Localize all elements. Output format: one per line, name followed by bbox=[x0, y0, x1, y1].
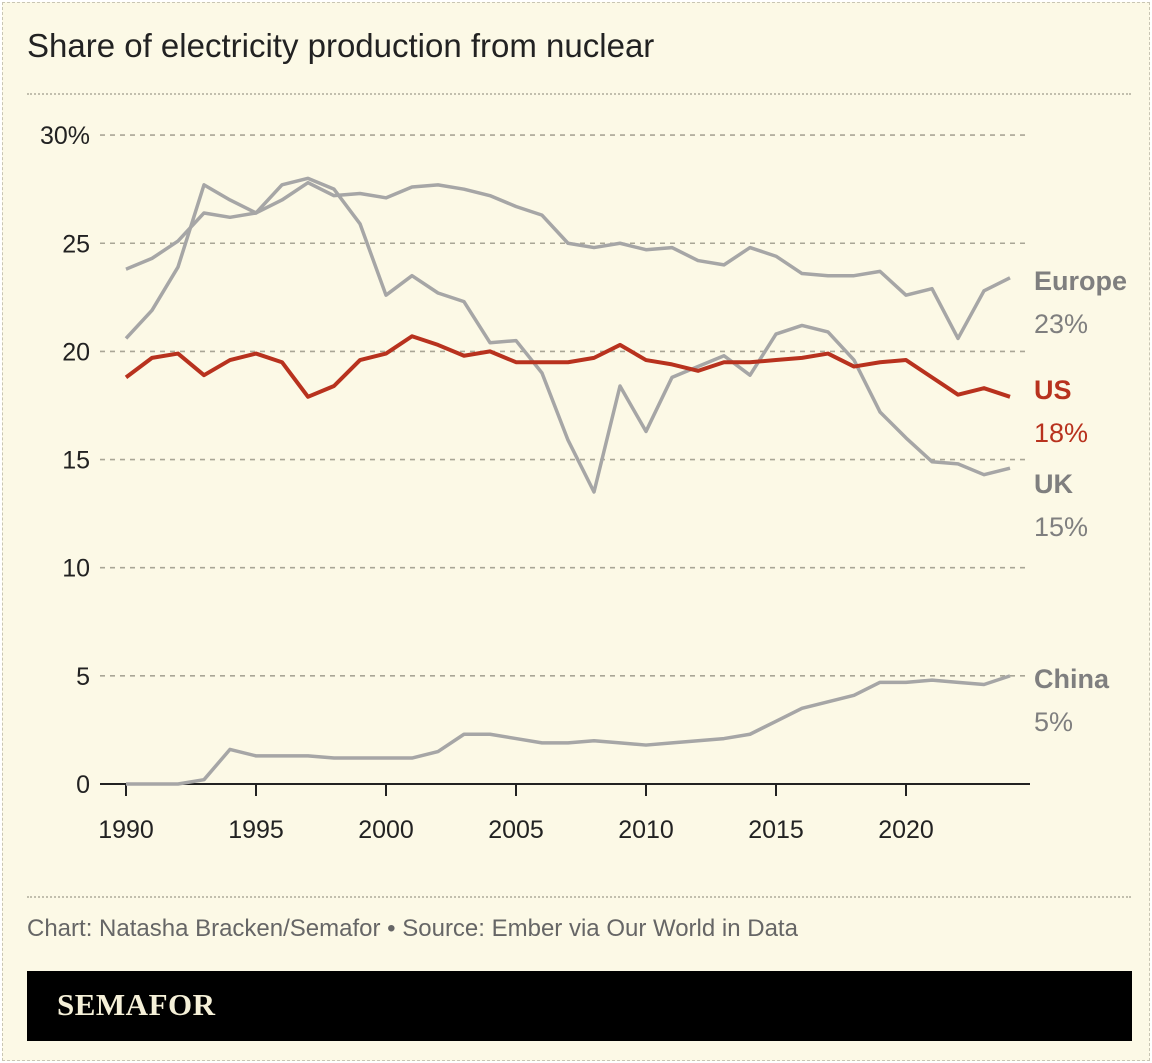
series-line-us bbox=[124, 334, 1011, 399]
chart-title: Share of electricity production from nuc… bbox=[27, 27, 655, 64]
y-tick-label: 20 bbox=[62, 338, 90, 366]
series-line-china bbox=[126, 674, 1011, 786]
y-tick-label: 15 bbox=[62, 447, 90, 475]
brand-logo: SEMAFOR bbox=[57, 987, 216, 1022]
x-tick-label: 2000 bbox=[358, 816, 414, 844]
bottom-divider bbox=[27, 896, 1131, 898]
series-value-uk: 15% bbox=[1034, 512, 1088, 542]
series-label-china: China bbox=[1034, 664, 1110, 694]
x-tick-label: 1995 bbox=[228, 816, 284, 844]
chart-credit: Chart: Natasha Bracken/Semafor • Source:… bbox=[27, 915, 798, 942]
series-label-us: US bbox=[1034, 375, 1072, 405]
y-tick-label: 30% bbox=[40, 122, 90, 150]
series-label-uk: UK bbox=[1034, 469, 1073, 499]
series-value-europe: 23% bbox=[1034, 309, 1088, 339]
y-tick-label: 10 bbox=[62, 555, 90, 583]
x-tick-label: 2010 bbox=[618, 816, 674, 844]
series-line-uk bbox=[124, 176, 1011, 494]
x-tick-label: 2020 bbox=[878, 816, 934, 844]
top-divider bbox=[27, 93, 1131, 95]
y-tick-label: 25 bbox=[62, 230, 90, 258]
brand-bar: SEMAFOR bbox=[27, 971, 1132, 1041]
series-line-europe bbox=[125, 180, 1011, 341]
series-value-us: 18% bbox=[1034, 418, 1088, 448]
y-tick-label: 0 bbox=[76, 771, 90, 799]
x-tick-label: 2005 bbox=[488, 816, 544, 844]
x-tick-label: 1990 bbox=[98, 816, 154, 844]
x-tick-label: 2015 bbox=[748, 816, 804, 844]
series-label-europe: Europe bbox=[1034, 266, 1127, 296]
series-value-china: 5% bbox=[1034, 707, 1073, 737]
y-tick-label: 5 bbox=[76, 663, 90, 691]
